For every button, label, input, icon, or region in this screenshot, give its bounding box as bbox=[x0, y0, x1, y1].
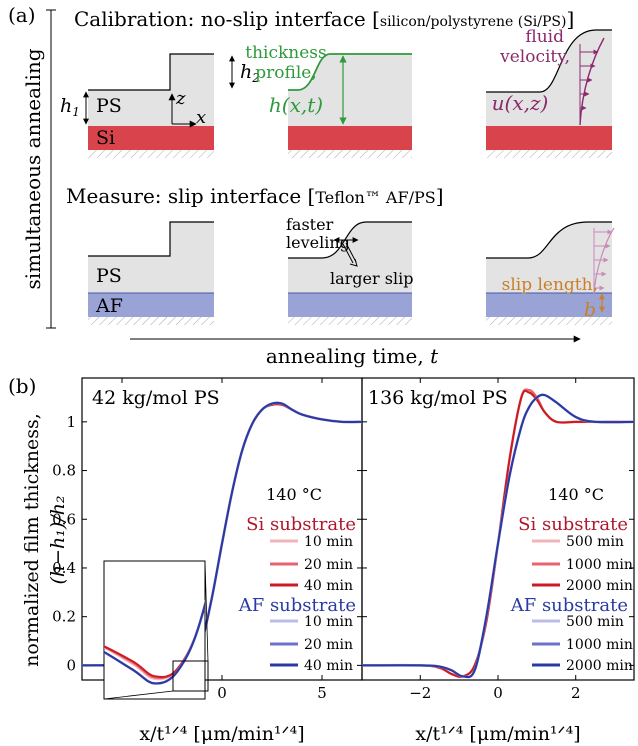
right-af-label: AF substrate bbox=[510, 595, 628, 616]
ps-label-measure: PS bbox=[96, 265, 122, 287]
thickness-label-2: profile, bbox=[255, 63, 316, 83]
panel-a: (a) simultaneous annealing Calibration: … bbox=[8, 3, 614, 368]
x-tick-label: 5 bbox=[317, 684, 327, 702]
legend-label: 10 min bbox=[304, 534, 353, 550]
x-tick-label: 0 bbox=[493, 684, 503, 702]
x-tick-label: 0 bbox=[217, 684, 227, 702]
h1-label: h1 bbox=[60, 95, 80, 119]
x-axis-label: x bbox=[196, 107, 206, 128]
left-x-axis-title: x/t¹ᐟ⁴ [μm/min¹ᐟ⁴] bbox=[139, 723, 304, 745]
fluid-label-2: velocity, bbox=[499, 47, 570, 67]
legend-label: 500 min bbox=[566, 614, 624, 630]
panel-b-label: (b) bbox=[8, 374, 36, 398]
u-xz-label: u(x,z) bbox=[492, 91, 549, 115]
larger-slip-label: larger slip bbox=[330, 269, 413, 288]
y-axis-title: normalized film thickness, bbox=[21, 413, 43, 667]
left-si-label: Si substrate bbox=[246, 514, 356, 535]
legend-label: 20 min bbox=[304, 557, 353, 573]
y-tick-label: 0.6 bbox=[52, 510, 76, 528]
calibration-velocity: fluid velocity, u(x,z) bbox=[486, 27, 612, 158]
right-chart-title: 136 kg/mol PS bbox=[368, 387, 508, 409]
time-label: annealing time, t bbox=[266, 344, 439, 368]
panel-a-label: (a) bbox=[8, 3, 36, 27]
y-tick-label: 0.2 bbox=[52, 608, 76, 626]
legend-label: 10 min bbox=[304, 614, 353, 630]
legend-label: 20 min bbox=[304, 637, 353, 653]
legend-label: 2000 min bbox=[566, 658, 633, 674]
z-axis-label: z bbox=[175, 88, 186, 109]
legend-label: 1000 min bbox=[566, 637, 633, 653]
legend-label: 40 min bbox=[304, 578, 353, 594]
y-tick-label: 0.4 bbox=[52, 559, 76, 577]
legend-label: 500 min bbox=[566, 534, 624, 550]
right-temp-label: 140 °C bbox=[548, 485, 604, 504]
legend-label: 2000 min bbox=[566, 578, 633, 594]
h-xt-label: h(x,t) bbox=[269, 93, 323, 117]
si-label: Si bbox=[96, 127, 115, 149]
calibration-title: Calibration: no-slip interface [silicon/… bbox=[74, 7, 574, 31]
y-tick-label: 0.8 bbox=[52, 462, 76, 480]
calibration-step-profile: PS Si h1 h2 z x bbox=[60, 54, 260, 158]
x-tick-label: −2 bbox=[409, 684, 431, 702]
legend-label: 1000 min bbox=[566, 557, 633, 573]
left-temp-label: 140 °C bbox=[266, 485, 322, 504]
y-tick-label: 1 bbox=[66, 413, 76, 431]
side-label: simultaneous annealing bbox=[21, 48, 45, 289]
right-si-label: Si substrate bbox=[518, 514, 628, 535]
left-chart-title: 42 kg/mol PS bbox=[92, 387, 220, 409]
faster-label-2: leveling bbox=[286, 233, 350, 252]
fluid-label-1: fluid bbox=[525, 27, 564, 47]
faster-label-1: faster bbox=[286, 215, 334, 234]
slip-length-label: slip length, bbox=[502, 275, 598, 295]
legend-label: 40 min bbox=[304, 658, 353, 674]
y-tick-label: 0 bbox=[66, 656, 76, 674]
measure-slip: slip length, b bbox=[486, 222, 614, 325]
calibration-thickness-profile: thickness profile, h(x,t) bbox=[245, 43, 412, 158]
ps-label: PS bbox=[96, 95, 122, 117]
af-label: AF bbox=[95, 295, 123, 317]
measure-leveling: faster leveling larger slip bbox=[286, 215, 413, 325]
x-tick-label: 2 bbox=[571, 684, 581, 702]
measure-title: Measure: slip interface [Teflon™ AF/PS] bbox=[66, 184, 444, 208]
measure-step-profile: PS AF bbox=[88, 222, 214, 325]
right-x-axis-title: x/t¹ᐟ⁴ [μm/min¹ᐟ⁴] bbox=[415, 723, 580, 745]
thickness-label-1: thickness bbox=[245, 43, 327, 63]
b-label: b bbox=[584, 299, 596, 321]
left-af-label: AF substrate bbox=[238, 595, 356, 616]
